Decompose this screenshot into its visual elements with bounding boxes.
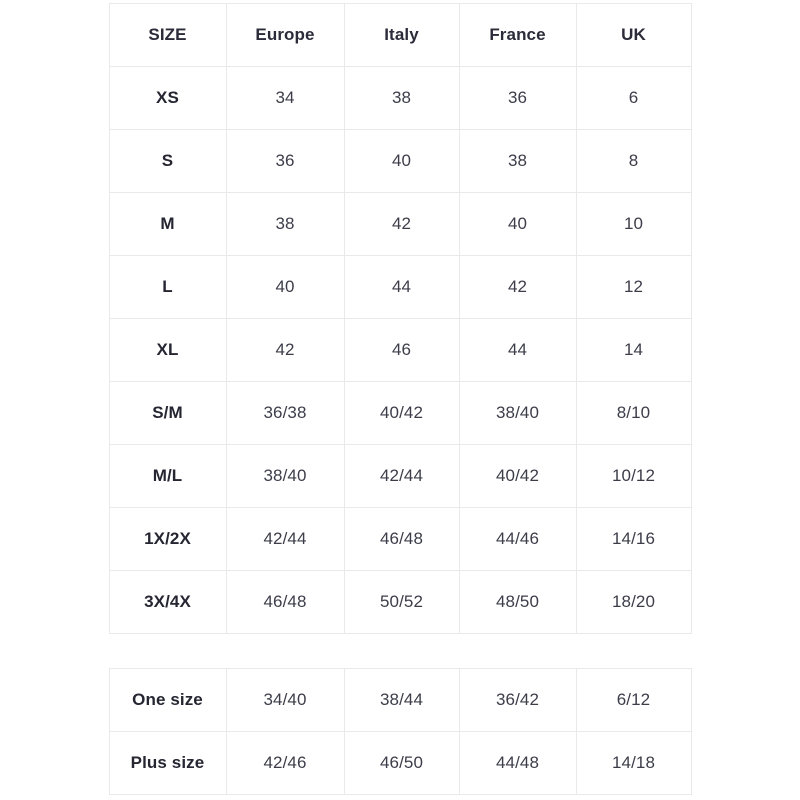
table-row: XS 34 38 36 6 bbox=[108, 66, 692, 130]
row-label-size: M bbox=[108, 192, 227, 256]
table-row: Plus size 42/46 46/50 44/48 14/18 bbox=[108, 731, 692, 795]
cell-europe: 36 bbox=[225, 129, 345, 193]
cell-europe: 34 bbox=[225, 66, 345, 130]
cell-italy: 46/48 bbox=[343, 507, 460, 571]
table-row: L 40 44 42 12 bbox=[108, 255, 692, 319]
cell-europe: 38/40 bbox=[225, 444, 345, 508]
cell-france: 36/42 bbox=[458, 668, 577, 732]
cell-france: 38/40 bbox=[458, 381, 577, 445]
cell-uk: 8 bbox=[575, 129, 692, 193]
cell-france: 40 bbox=[458, 192, 577, 256]
cell-uk: 18/20 bbox=[575, 570, 692, 634]
cell-france: 44 bbox=[458, 318, 577, 382]
row-label-size: XS bbox=[108, 66, 227, 130]
table-row: S/M 36/38 40/42 38/40 8/10 bbox=[108, 381, 692, 445]
table-row: 1X/2X 42/44 46/48 44/46 14/16 bbox=[108, 507, 692, 571]
cell-italy: 42/44 bbox=[343, 444, 460, 508]
cell-france: 36 bbox=[458, 66, 577, 130]
cell-uk: 14/18 bbox=[575, 731, 692, 795]
cell-europe: 34/40 bbox=[225, 668, 345, 732]
row-label-size: XL bbox=[108, 318, 227, 382]
cell-france: 44/48 bbox=[458, 731, 577, 795]
table-header-row: SIZE Europe Italy France UK bbox=[108, 3, 692, 67]
row-label-size: 3X/4X bbox=[108, 570, 227, 634]
cell-europe: 40 bbox=[225, 255, 345, 319]
cell-europe: 36/38 bbox=[225, 381, 345, 445]
cell-france: 42 bbox=[458, 255, 577, 319]
cell-europe: 46/48 bbox=[225, 570, 345, 634]
cell-uk: 10/12 bbox=[575, 444, 692, 508]
cell-uk: 12 bbox=[575, 255, 692, 319]
cell-europe: 42/46 bbox=[225, 731, 345, 795]
cell-uk: 6 bbox=[575, 66, 692, 130]
cell-france: 38 bbox=[458, 129, 577, 193]
table-row: 3X/4X 46/48 50/52 48/50 18/20 bbox=[108, 570, 692, 634]
cell-italy: 50/52 bbox=[343, 570, 460, 634]
column-header-france: France bbox=[458, 3, 577, 67]
column-header-uk: UK bbox=[575, 3, 692, 67]
table-row: M 38 42 40 10 bbox=[108, 192, 692, 256]
cell-italy: 38 bbox=[343, 66, 460, 130]
row-label-size: S/M bbox=[108, 381, 227, 445]
table-row: M/L 38/40 42/44 40/42 10/12 bbox=[108, 444, 692, 508]
cell-europe: 42/44 bbox=[225, 507, 345, 571]
cell-france: 44/46 bbox=[458, 507, 577, 571]
row-label-size: L bbox=[108, 255, 227, 319]
cell-europe: 38 bbox=[225, 192, 345, 256]
row-label-size: 1X/2X bbox=[108, 507, 227, 571]
cell-france: 48/50 bbox=[458, 570, 577, 634]
cell-france: 40/42 bbox=[458, 444, 577, 508]
cell-uk: 14/16 bbox=[575, 507, 692, 571]
cell-uk: 14 bbox=[575, 318, 692, 382]
row-label-size: Plus size bbox=[108, 731, 227, 795]
table-row: S 36 40 38 8 bbox=[108, 129, 692, 193]
row-label-size: M/L bbox=[108, 444, 227, 508]
one-size-conversion-table: One size 34/40 38/44 36/42 6/12 Plus siz… bbox=[108, 668, 692, 795]
cell-uk: 8/10 bbox=[575, 381, 692, 445]
cell-europe: 42 bbox=[225, 318, 345, 382]
cell-italy: 42 bbox=[343, 192, 460, 256]
row-label-size: One size bbox=[108, 668, 227, 732]
cell-uk: 10 bbox=[575, 192, 692, 256]
table-row: XL 42 46 44 14 bbox=[108, 318, 692, 382]
cell-uk: 6/12 bbox=[575, 668, 692, 732]
cell-italy: 46/50 bbox=[343, 731, 460, 795]
table-row: One size 34/40 38/44 36/42 6/12 bbox=[108, 668, 692, 732]
row-label-size: S bbox=[108, 129, 227, 193]
cell-italy: 38/44 bbox=[343, 668, 460, 732]
cell-italy: 46 bbox=[343, 318, 460, 382]
size-conversion-table: SIZE Europe Italy France UK XS 34 38 36 … bbox=[108, 3, 692, 634]
cell-italy: 40 bbox=[343, 129, 460, 193]
column-header-size: SIZE bbox=[108, 3, 227, 67]
column-header-europe: Europe bbox=[225, 3, 345, 67]
cell-italy: 40/42 bbox=[343, 381, 460, 445]
column-header-italy: Italy bbox=[343, 3, 460, 67]
cell-italy: 44 bbox=[343, 255, 460, 319]
